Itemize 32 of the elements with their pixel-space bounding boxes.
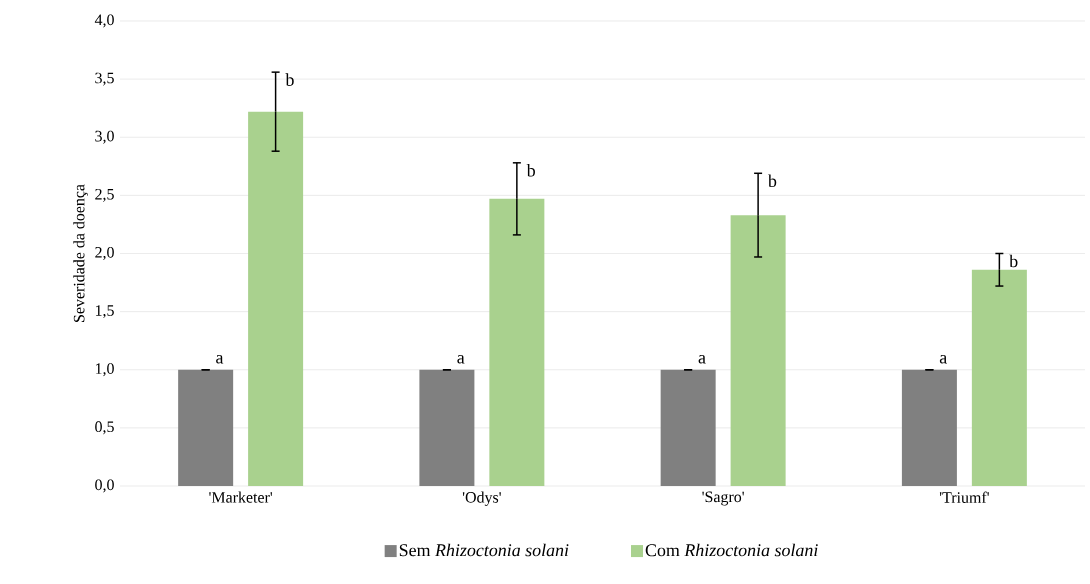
annotation: b xyxy=(285,73,294,86)
legend-label: Com Rhizoctonia solani xyxy=(645,543,818,557)
annotation: b xyxy=(767,174,777,188)
bar xyxy=(971,269,1027,486)
annotation: a xyxy=(939,354,947,364)
x-tick-label: 'Marketer' xyxy=(209,491,273,503)
bar xyxy=(730,215,786,486)
y-axis-title: Severidade da doença xyxy=(73,184,88,322)
y-tick-label: 0,0 xyxy=(95,479,114,493)
bar xyxy=(489,198,545,486)
y-tick-label: 2,5 xyxy=(95,188,114,202)
annotation: b xyxy=(1009,254,1018,268)
annotation: a xyxy=(216,354,224,364)
annotation: a xyxy=(457,354,465,364)
annotation: a xyxy=(698,354,706,364)
legend-label: Sem Rhizoctonia solani xyxy=(399,543,569,557)
y-tick-label: 3,0 xyxy=(95,130,114,144)
y-tick-label: 1,0 xyxy=(95,363,114,377)
y-tick-label: 0,5 xyxy=(95,421,114,435)
y-tick-label: 2,0 xyxy=(95,246,114,261)
x-tick-label: 'Odys' xyxy=(462,491,501,507)
bar xyxy=(248,111,304,486)
bar xyxy=(901,369,957,486)
bar xyxy=(660,369,716,486)
bar xyxy=(178,369,234,486)
y-tick-label: 4,0 xyxy=(94,14,114,28)
x-tick-label: 'Sagro' xyxy=(702,491,744,506)
bar xyxy=(419,369,475,486)
x-tick-label: 'Triumf' xyxy=(939,491,989,503)
annotation: b xyxy=(526,163,535,177)
y-tick-label: 3,5 xyxy=(95,72,114,86)
y-tick-label: 1,5 xyxy=(95,305,114,319)
